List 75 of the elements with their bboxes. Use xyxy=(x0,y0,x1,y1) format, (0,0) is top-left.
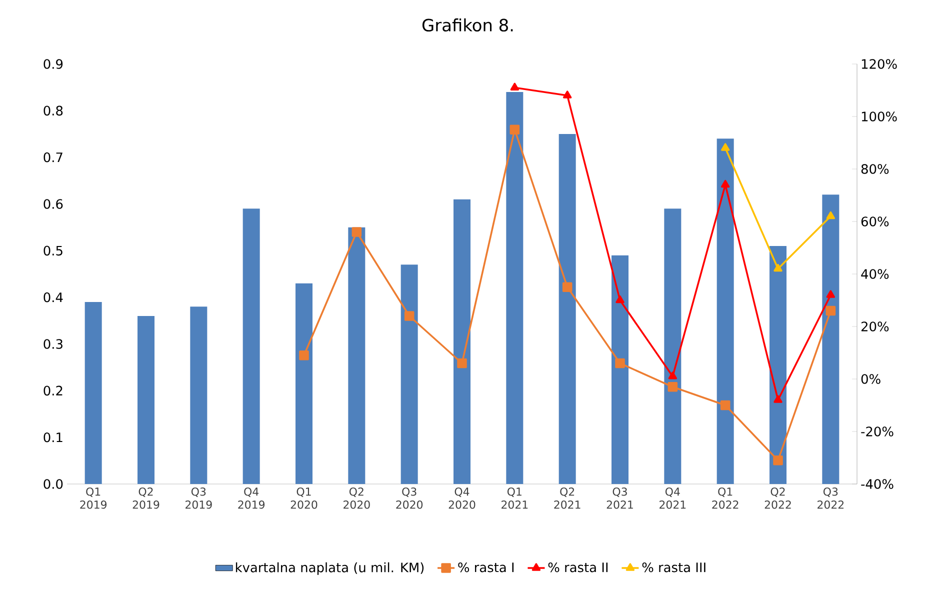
y2-tick-label: 120% xyxy=(862,59,897,69)
point xyxy=(773,455,783,466)
y-tick-label: 0.0 xyxy=(44,479,63,489)
legend-label: % rasta III xyxy=(642,562,706,572)
bar xyxy=(612,255,629,484)
y2-tick-label: 60% xyxy=(861,216,889,226)
point xyxy=(615,358,625,368)
bar xyxy=(506,92,524,484)
y2-tick-label: 0% xyxy=(861,374,880,384)
x-tick-label: Q3 2020 xyxy=(396,488,423,509)
x-tick-label: Q1 2019 xyxy=(80,488,106,509)
bar xyxy=(822,194,840,484)
point xyxy=(720,143,730,151)
x-tick-label: Q4 2019 xyxy=(238,488,265,509)
bar xyxy=(242,208,260,484)
y-tick-label: 0.8 xyxy=(44,106,63,116)
x-tick-label: Q3 2022 xyxy=(818,488,844,509)
y-tick-label: 0.3 xyxy=(44,339,62,349)
y2-tick-label: -20% xyxy=(861,426,894,436)
y-tick-label: 0.4 xyxy=(44,292,63,302)
point xyxy=(616,295,624,304)
bar xyxy=(296,283,313,484)
point xyxy=(668,371,678,380)
point xyxy=(562,90,572,98)
point xyxy=(774,264,782,272)
bar xyxy=(190,306,208,484)
point xyxy=(510,82,520,91)
x-tick-label: Q3 2021 xyxy=(606,488,633,509)
x-tick-label: Q2 2021 xyxy=(554,488,580,509)
point xyxy=(720,400,730,410)
y-tick-label: 0.6 xyxy=(44,199,63,209)
y2-tick-label: 100% xyxy=(862,112,897,122)
bar xyxy=(716,138,734,484)
x-tick-label: Q1 2020 xyxy=(290,488,318,509)
point xyxy=(457,358,467,368)
bar xyxy=(400,264,418,484)
x-tick-label: Q2 2020 xyxy=(344,488,370,509)
bar xyxy=(454,199,471,484)
legend-label: % rasta I xyxy=(458,562,514,572)
x-tick-label: Q4 2020 xyxy=(448,488,476,509)
bar xyxy=(664,208,682,484)
bar xyxy=(558,134,576,484)
y2-tick-label: 80% xyxy=(861,164,889,174)
bar xyxy=(770,246,787,484)
y-tick-label: 0.9 xyxy=(44,59,63,69)
y-tick-label: 0.5 xyxy=(44,246,62,256)
point xyxy=(404,311,414,321)
y2-tick-label: 20% xyxy=(861,322,889,332)
point xyxy=(562,282,572,292)
bar xyxy=(84,302,102,484)
point xyxy=(826,306,836,316)
chart-title: Grafikon 8. xyxy=(422,18,513,32)
point xyxy=(299,350,309,360)
y2-tick-label: -40% xyxy=(861,479,894,489)
point xyxy=(510,124,520,135)
legend-label: kvartalna naplata (u mil. KM) xyxy=(236,562,424,575)
x-tick-label: Q4 2021 xyxy=(660,488,686,509)
point xyxy=(720,180,730,188)
x-tick-label: Q2 2019 xyxy=(132,488,160,509)
bar xyxy=(348,227,366,484)
x-tick-label: Q2 2022 xyxy=(764,488,791,509)
bar xyxy=(138,316,154,484)
point xyxy=(774,395,782,403)
x-tick-label: Q1 2021 xyxy=(502,488,528,509)
x-tick-label: Q1 2022 xyxy=(712,488,738,509)
y-tick-label: 0.2 xyxy=(44,386,62,396)
point xyxy=(352,227,362,237)
point xyxy=(826,290,836,298)
y-tick-label: 0.1 xyxy=(44,432,62,442)
x-tick-label: Q3 2019 xyxy=(186,488,212,509)
y-tick-label: 0.7 xyxy=(44,152,62,162)
point xyxy=(668,382,678,392)
point xyxy=(826,211,836,220)
legend-label: % rasta II xyxy=(548,562,608,572)
y2-tick-label: 40% xyxy=(861,269,889,279)
